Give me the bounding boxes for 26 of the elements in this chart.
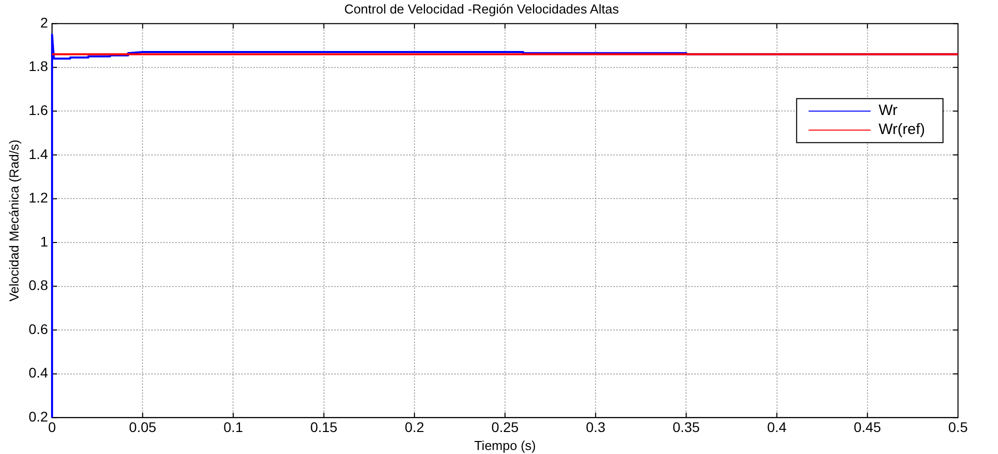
- x-tick-label: 0.35: [672, 418, 700, 435]
- x-tick-label: 0.25: [491, 418, 519, 435]
- y-tick-label: 0.8: [28, 277, 48, 294]
- x-tick-label: 0.3: [586, 418, 606, 435]
- y-tick-label: 1.2: [28, 190, 48, 206]
- x-tick-label: 0: [48, 418, 56, 435]
- chart-title: Control de Velocidad -Región Velocidades Altas: [344, 1, 620, 16]
- y-tick-label: 1.6: [28, 102, 48, 118]
- y-tick-label: 0.4: [28, 364, 48, 381]
- y-tick-label: 0.6: [28, 320, 48, 337]
- x-axis-title: Tiempo (s): [474, 438, 536, 453]
- legend-label: Wr: [878, 102, 898, 120]
- y-tick-label: 1.8: [28, 58, 48, 74]
- y-tick-label: 0.2: [28, 408, 48, 424]
- legend-label: Wr(ref): [878, 121, 926, 138]
- x-tick-label: 0.45: [854, 418, 882, 435]
- x-tick-label: 0.2: [404, 418, 424, 435]
- x-tick-label: 0.4: [767, 418, 787, 435]
- x-tick-label: 0.05: [129, 418, 156, 435]
- x-tick-label: 0.1: [224, 418, 244, 435]
- y-axis-title: Velocidad Mecánica (Rad/s): [6, 140, 22, 302]
- x-tick-label: 0.15: [310, 418, 338, 435]
- x-tick-label: 0.5: [948, 418, 968, 435]
- y-tick-label: 2: [40, 14, 48, 30]
- y-tick-label: 1: [40, 233, 48, 250]
- y-tick-label: 1.4: [28, 146, 48, 162]
